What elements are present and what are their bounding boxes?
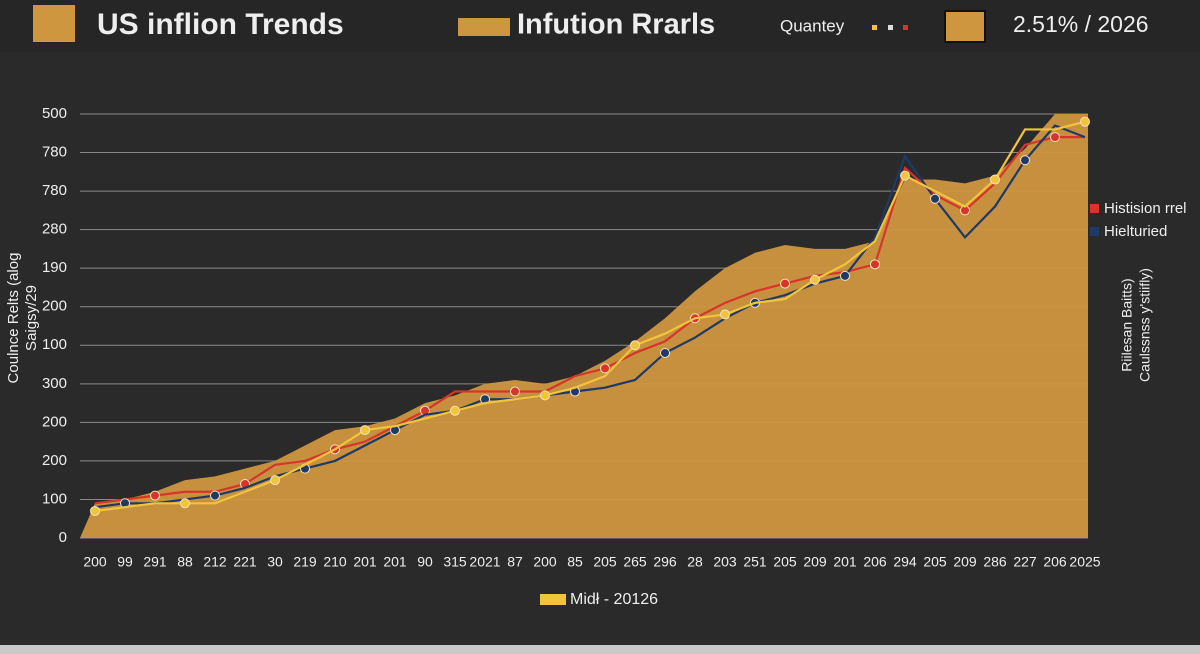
x-tick-label: 212 [203,554,227,570]
x-tick-label: 99 [117,554,133,570]
legend-swatch [540,594,566,605]
point [360,425,370,436]
title-swatch [33,5,75,42]
point [210,490,220,501]
y-tick-label: 100 [42,490,67,507]
x-tick-label: 2025 [1069,554,1100,570]
point [1050,132,1060,143]
legend-swatch [1090,227,1099,236]
point [150,490,160,501]
subtitle-swatch [458,18,510,36]
value-swatch [944,10,986,43]
point [510,386,520,397]
point [720,309,730,320]
point [870,259,880,270]
x-tick-label: 30 [267,554,283,570]
x-tick-label: 90 [417,554,433,570]
y-tick-label: 200 [42,413,67,430]
x-tick-label: 203 [713,554,737,570]
x-tick-label: 200 [533,554,557,570]
x-tick-label: 205 [773,554,797,570]
y-tick-label: 780 [42,182,67,199]
point [900,170,910,181]
y-tick-label: 300 [42,375,67,392]
x-tick-label: 28 [687,554,703,570]
point [600,363,610,374]
side-note: Riilesan Baitts) [1119,278,1135,371]
x-tick-label: 205 [923,554,947,570]
x-tick-label: 219 [293,554,317,570]
y-tick-label: 100 [42,336,67,353]
x-tick-label: 205 [593,554,617,570]
point [450,405,460,416]
dot-icon [872,25,877,30]
y-tick-label: 0 [59,529,67,546]
headline-value: 2.51% / 2026 [1013,11,1149,37]
legend-swatch [1090,204,1099,213]
x-tick-label: 206 [1043,554,1067,570]
area [80,114,1088,538]
x-tick-label: 265 [623,554,647,570]
y-tick-label: 200 [42,298,67,315]
x-tick-label: 286 [983,554,1007,570]
point [990,174,1000,185]
y-tick-label: 500 [42,105,67,122]
point [630,340,640,351]
point [1020,155,1030,166]
x-tick-label: 221 [233,554,257,570]
x-tick-label: 227 [1013,554,1037,570]
side-note: Caulssnss y'stiifly) [1137,268,1153,382]
x-tick-label: 200 [83,554,107,570]
header-bar [0,0,1200,52]
x-tick-label: 210 [323,554,347,570]
point [930,193,940,204]
x-tick-label: 88 [177,554,193,570]
x-tick-label: 201 [383,554,407,570]
x-tick-label: 87 [507,554,523,570]
x-tick-label: 209 [803,554,827,570]
bottom-strip [0,645,1200,654]
point [270,475,280,486]
point [90,506,100,517]
point [660,347,670,358]
line [94,136,1085,505]
line [94,120,1086,513]
legend-label: Midł - 20126 [570,591,658,608]
chart-subtitle: Infution Rrarls [517,9,715,41]
point [780,278,790,289]
point [180,498,190,509]
legend-label: Hielturied [1104,223,1167,240]
point [810,274,820,285]
y-axis-title: Saigsy/29 [23,285,40,351]
line [94,124,1086,509]
y-tick-label: 780 [42,144,67,161]
quantity-label: Quantey [780,16,845,35]
dot-icon [903,25,908,30]
x-tick-label: 201 [353,554,377,570]
x-tick-label: 201 [833,554,857,570]
x-tick-label: 291 [143,554,167,570]
y-axis-title: Coulnce Relts (alog [5,253,22,384]
point [1080,116,1090,127]
legend-label: Histision rrel [1104,200,1187,217]
y-tick-label: 280 [42,221,67,238]
y-tick-label: 190 [42,259,67,276]
x-tick-label: 294 [893,554,917,570]
point [840,270,850,281]
point [540,390,550,401]
x-tick-label: 209 [953,554,977,570]
x-tick-label: 315 [443,554,467,570]
x-tick-label: 251 [743,554,767,570]
x-tick-label: 85 [567,554,583,570]
chart-title: US inflion Trends [97,8,344,41]
y-tick-label: 200 [42,452,67,469]
dot-icon [888,25,893,30]
x-tick-label: 2021 [469,554,500,570]
x-tick-label: 296 [653,554,677,570]
x-tick-label: 206 [863,554,887,570]
